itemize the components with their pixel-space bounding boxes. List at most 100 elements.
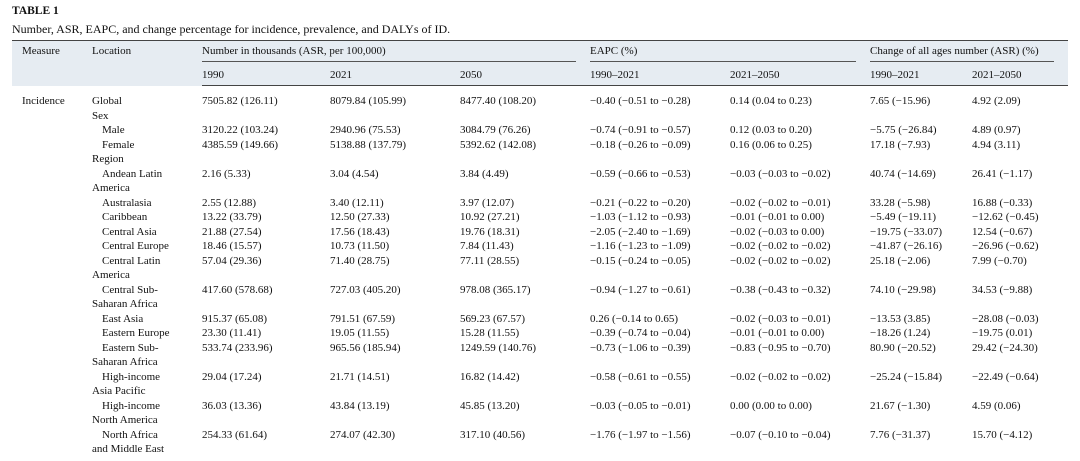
group-header: EAPC (%) bbox=[590, 44, 857, 62]
location-line: North Africa bbox=[102, 428, 158, 441]
value-cell: −0.94 (−1.27 to −0.61) bbox=[590, 283, 691, 296]
value-cell: 36.03 (13.36) bbox=[202, 399, 262, 412]
measure-cell bbox=[12, 239, 92, 254]
location-cell: Male bbox=[92, 123, 202, 138]
value-cell: 19.05 (11.55) bbox=[330, 327, 390, 339]
value-cell: 45.85 (13.20) bbox=[460, 399, 520, 412]
value-cell: −0.58 (−0.61 to −0.55) bbox=[590, 370, 691, 383]
location-line: Eastern Europe bbox=[102, 327, 170, 339]
value-cell: 3.97 (12.07) bbox=[460, 196, 515, 209]
table-body: Incidence Global 7505.82 (126.11) 8079.84 (… bbox=[12, 86, 1068, 457]
location-line: Global bbox=[92, 94, 122, 107]
value-cell: 7.65 (−15.96) bbox=[870, 95, 931, 107]
value-cell: 569.23 (67.57) bbox=[460, 312, 526, 325]
value-cell: 4.94 (3.11) bbox=[972, 138, 1021, 151]
value-cell: 40.74 (−14.69) bbox=[870, 167, 936, 180]
value-cell: −0.83 (−0.95 to −0.70) bbox=[730, 341, 831, 354]
value-cell: 21.88 (27.54) bbox=[202, 225, 262, 238]
header-row: 1990 2021 2050 1990–2021 2021–2050 1990–2021 2… bbox=[12, 64, 1069, 86]
table-row: Central Latin America 57.04 (29.36) 71.40 (… bbox=[12, 254, 1068, 283]
value-cell: −0.74 (−0.91 to −0.57) bbox=[590, 124, 691, 136]
value-cell: −12.62 (−0.45) bbox=[972, 211, 1039, 223]
value-cell: −1.16 (−1.23 to −1.09) bbox=[590, 240, 691, 252]
value-cell: 254.33 (61.64) bbox=[202, 428, 268, 441]
value-cell: 3.04 (4.54) bbox=[330, 167, 379, 180]
value-cell: 15.28 (11.55) bbox=[460, 327, 520, 339]
sub-header: 2021–2050 bbox=[730, 64, 871, 86]
value-cell: 317.10 (40.56) bbox=[460, 428, 526, 441]
value-cell: 8477.40 (108.20) bbox=[460, 95, 537, 107]
measure-cell bbox=[12, 370, 92, 399]
measure-cell bbox=[12, 283, 92, 312]
value-cell: −0.03 (−0.05 to −0.01) bbox=[590, 399, 691, 412]
location-cell: Caribbean bbox=[92, 210, 202, 225]
value-cell: −13.53 (3.85) bbox=[870, 312, 931, 325]
table-row: Sex bbox=[12, 109, 1068, 124]
location-line: and Middle East bbox=[92, 443, 165, 455]
header-cell: Measure bbox=[12, 40, 92, 86]
table-row: North Africa and Middle East 254.33 (61.64… bbox=[12, 428, 1068, 457]
value-cell: −1.03 (−1.12 to −0.93) bbox=[590, 211, 691, 223]
table-row: Female 4385.59 (149.66) 5138.88 (137.79) 53… bbox=[12, 138, 1068, 153]
table-label: TABLE 1 bbox=[12, 5, 59, 17]
value-cell: 33.28 (−5.98) bbox=[870, 196, 931, 209]
value-cell: −0.39 (−0.74 to −0.04) bbox=[590, 327, 691, 339]
value-cell: 0.16 (0.06 to 0.25) bbox=[730, 138, 812, 151]
value-cell: 0.00 (0.00 to 0.00) bbox=[730, 399, 812, 412]
value-cell: 25.18 (−2.06) bbox=[870, 254, 931, 267]
value-cell: 80.90 (−20.52) bbox=[870, 341, 936, 354]
value-cell: −19.75 (0.01) bbox=[972, 327, 1033, 339]
value-cell: 5138.88 (137.79) bbox=[330, 138, 407, 151]
value-cell: −5.49 (−19.11) bbox=[870, 211, 937, 223]
table-row: Central Sub- Saharan Africa 417.60 (578.68… bbox=[12, 283, 1068, 312]
header-cell: Location bbox=[92, 40, 202, 86]
value-cell: 17.56 (18.43) bbox=[330, 225, 390, 238]
value-cell: −0.38 (−0.43 to −0.32) bbox=[730, 283, 831, 296]
value-cell: −2.05 (−2.40 to −1.69) bbox=[590, 225, 691, 238]
value-cell: −22.49 (−0.64) bbox=[972, 370, 1039, 383]
table-caption: Number, ASR, EAPC, and change percentage… bbox=[12, 22, 451, 36]
measure-cell bbox=[12, 254, 92, 283]
measure-cell bbox=[12, 326, 92, 341]
table-row: Male 3120.22 (103.24) 2940.96 (75.53) 3084.… bbox=[12, 123, 1068, 138]
data-table: Measure Location Number in thousands (ASR,… bbox=[12, 40, 1069, 457]
value-cell: 16.82 (14.42) bbox=[460, 370, 520, 383]
sub-header: 1990 bbox=[202, 64, 330, 86]
value-cell: 18.46 (15.57) bbox=[202, 240, 262, 252]
location-line: America bbox=[92, 269, 130, 281]
sub-header: 2050 bbox=[460, 64, 590, 86]
value-cell: 74.10 (−29.98) bbox=[870, 283, 936, 296]
value-cell: 3.84 (4.49) bbox=[460, 167, 509, 180]
table-row: Andean Latin America 2.16 (5.33) 3.04 (4.54… bbox=[12, 167, 1068, 196]
value-cell: 26.41 (−1.17) bbox=[972, 167, 1033, 180]
value-cell: −0.02 (−0.02 to −0.02) bbox=[730, 240, 831, 252]
location-cell: Female bbox=[92, 138, 202, 153]
value-cell: 4.92 (2.09) bbox=[972, 95, 1021, 107]
table-row: Australasia 2.55 (12.88) 3.40 (12.11) 3.97 … bbox=[12, 196, 1068, 211]
sub-header: 1990–2021 bbox=[590, 64, 730, 86]
table-row: Region bbox=[12, 152, 1068, 167]
location-cell: Global bbox=[92, 86, 202, 109]
location-line: Central Asia bbox=[102, 225, 157, 238]
measure-cell: Incidence bbox=[22, 94, 65, 107]
value-cell: −19.75 (−33.07) bbox=[870, 225, 942, 238]
location-cell: Central Sub- Saharan Africa bbox=[92, 283, 202, 312]
measure-cell bbox=[12, 152, 92, 167]
value-cell: −0.01 (−0.01 to 0.00) bbox=[730, 211, 825, 223]
value-cell: −0.02 (−0.02 to −0.02) bbox=[730, 254, 831, 267]
location-line: Caribbean bbox=[102, 211, 148, 223]
measure-cell bbox=[12, 399, 92, 428]
value-cell: 21.71 (14.51) bbox=[330, 370, 390, 383]
value-cell: −0.07 (−0.10 to −0.04) bbox=[730, 428, 831, 441]
value-cell: −0.02 (−0.02 to −0.01) bbox=[730, 196, 831, 209]
location-cell: High-income North America bbox=[92, 399, 202, 428]
location-line: Male bbox=[102, 124, 125, 136]
value-cell: 791.51 (67.59) bbox=[330, 312, 396, 325]
location-cell: Central Europe bbox=[92, 239, 202, 254]
location-line: North America bbox=[92, 414, 158, 426]
value-cell: −1.76 (−1.97 to −1.56) bbox=[590, 428, 691, 441]
value-cell: 4.59 (0.06) bbox=[972, 399, 1021, 412]
value-cell: 7.76 (−31.37) bbox=[870, 428, 931, 441]
value-cell: −18.26 (1.24) bbox=[870, 327, 931, 339]
